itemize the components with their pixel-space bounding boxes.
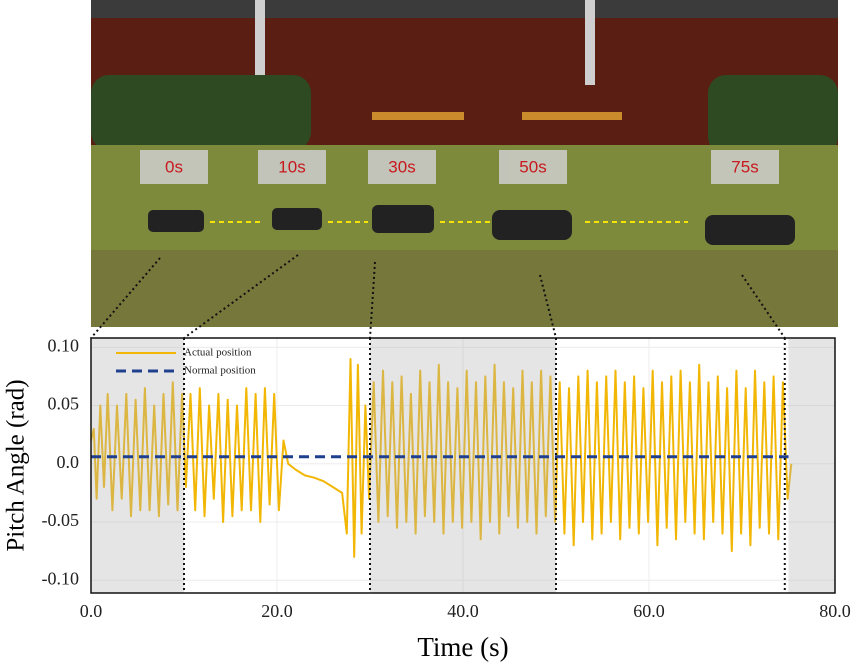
shaded-region	[370, 338, 556, 593]
x-tick-label: 20.0	[261, 601, 293, 621]
shaded-region	[788, 338, 835, 593]
table	[372, 112, 464, 120]
label-boxes	[140, 150, 779, 184]
label-box	[258, 150, 326, 184]
hedge	[91, 75, 311, 150]
connector	[539, 274, 557, 339]
legend-label: Actual position	[184, 347, 252, 359]
robot	[272, 208, 322, 230]
plot-frame	[90, 337, 836, 594]
roof	[91, 0, 838, 18]
label-box	[368, 150, 436, 184]
time-label: 10s	[278, 157, 305, 176]
time-label: 50s	[519, 157, 546, 176]
robots	[148, 205, 795, 245]
robot	[492, 210, 572, 240]
label-box	[711, 150, 779, 184]
x-tick-label: 40.0	[447, 601, 479, 621]
y-tick-label: 0.0	[57, 452, 80, 472]
x-tick-label: 80.0	[819, 601, 851, 621]
robot	[148, 210, 204, 232]
connector	[183, 254, 299, 339]
robot	[372, 205, 434, 233]
pillar	[585, 0, 595, 85]
robot	[705, 215, 795, 245]
y-tick-label: 0.10	[48, 335, 80, 355]
hedge	[708, 75, 838, 155]
time-label: 75s	[731, 157, 758, 176]
x-tick-label: 0.0	[80, 601, 103, 621]
y-tick-label: 0.05	[48, 394, 80, 414]
y-tick-label: -0.05	[42, 510, 80, 530]
pillar	[255, 0, 265, 85]
shaded-region	[91, 338, 184, 593]
time-label: 0s	[165, 157, 183, 176]
table	[522, 112, 622, 120]
time-label: 30s	[388, 157, 415, 176]
label-box	[499, 150, 567, 184]
y-tick-label: -0.10	[42, 568, 80, 588]
grass-shadow	[91, 250, 838, 327]
series-line	[90, 358, 793, 558]
label-box	[140, 150, 208, 184]
x-axis-label: Time (s)	[417, 632, 508, 662]
plot: 0.100.050.0-0.05-0.100.0 20.0 40.0 60.0 80.0…	[3, 254, 851, 662]
y-axis-label: Pitch Angle (rad)	[3, 379, 30, 551]
legend-label: Normal position	[184, 365, 256, 377]
photo: 0s 10s 30s 50s 75s	[91, 0, 838, 327]
x-tick-label: 60.0	[633, 601, 665, 621]
